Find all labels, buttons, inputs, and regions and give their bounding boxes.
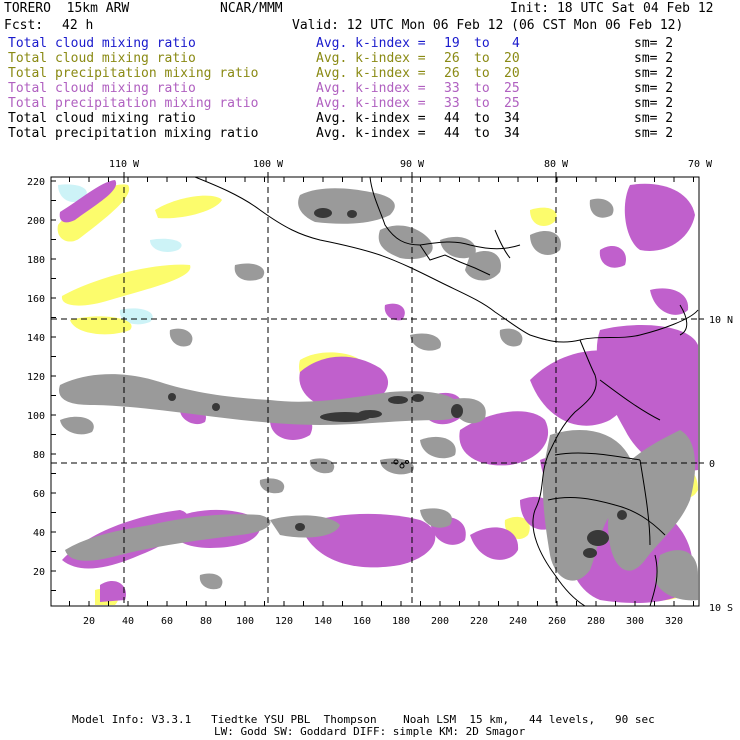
- legend-kindex: Avg. k-index =: [316, 51, 426, 66]
- galapagos-islands: [393, 459, 409, 469]
- legend-lo: 20: [504, 51, 520, 66]
- legend-lo: 25: [504, 81, 520, 96]
- grid-index-label: 120: [275, 616, 293, 627]
- grid-index-label: 120: [27, 372, 45, 383]
- legend-sm: sm= 2: [634, 36, 674, 51]
- legend-kindex: Avg. k-index =: [316, 66, 426, 81]
- lat-label: 10 S: [709, 603, 733, 614]
- grid-index-label: 20: [33, 567, 45, 578]
- lat-label: 10 N: [709, 315, 733, 326]
- legend-kindex: Avg. k-index =: [316, 96, 426, 111]
- forecast-label: Fcst:: [4, 18, 44, 33]
- grid-index-label: 260: [548, 616, 566, 627]
- legend-sm: sm= 2: [634, 111, 674, 126]
- legend-sm: sm= 2: [634, 66, 674, 81]
- model-info-line2: LW: Godd SW: Goddard DIFF: simple KM: 2D…: [214, 725, 526, 738]
- forecast-hours: 42 h: [62, 18, 94, 33]
- grid-index-label: 160: [353, 616, 371, 627]
- legend-field: Total cloud mixing ratio: [8, 36, 196, 51]
- legend-field: Total precipitation mixing ratio: [8, 66, 259, 81]
- init-time: Init: 18 UTC Sat 04 Feb 12: [510, 1, 714, 16]
- legend-sm: sm= 2: [634, 126, 674, 141]
- grid-index-label: 20: [83, 616, 95, 627]
- model-info-line1: Model Info: V3.3.1 Tiedtke YSU PBL Thomp…: [72, 713, 655, 726]
- legend-hi: 19: [444, 36, 460, 51]
- valid-time: Valid: 12 UTC Mon 06 Feb 12 (06 CST Mon …: [292, 18, 684, 33]
- grid-index-label: 240: [509, 616, 527, 627]
- grid-index-label: 60: [161, 616, 173, 627]
- legend-kindex: Avg. k-index =: [316, 81, 426, 96]
- grid-index-label: 220: [470, 616, 488, 627]
- grid-index-label: 180: [27, 255, 45, 266]
- grid-index-label: 200: [431, 616, 449, 627]
- legend-lo: 34: [504, 111, 520, 126]
- legend-kindex: Avg. k-index =: [316, 111, 426, 126]
- grid-index-label: 100: [27, 411, 45, 422]
- grid-index-label: 80: [200, 616, 212, 627]
- grid-index-label: 40: [33, 528, 45, 539]
- lon-label: 70 W: [688, 159, 713, 170]
- legend-hi: 26: [444, 51, 460, 66]
- grid-index-label: 300: [626, 616, 644, 627]
- legend-to: to: [474, 66, 490, 81]
- dark-cloud-cores: [168, 208, 627, 558]
- legend-lo: 25: [504, 96, 520, 111]
- legend-to: to: [474, 126, 490, 141]
- legend-hi: 44: [444, 126, 460, 141]
- legend-field: Total cloud mixing ratio: [8, 51, 196, 66]
- grid-index-label: 140: [314, 616, 332, 627]
- lat-label: 0: [709, 459, 715, 470]
- legend-lo: 34: [504, 126, 520, 141]
- grid-index-label: 180: [392, 616, 410, 627]
- coastlines: [194, 177, 699, 606]
- lon-label: 90 W: [400, 159, 425, 170]
- grid-index-label: 160: [27, 294, 45, 305]
- legend-kindex: Avg. k-index =: [316, 126, 426, 141]
- left-tick-labels: 220 200 180 160 140 120 100 80 60 40 20: [27, 177, 45, 578]
- grid-index-label: 40: [122, 616, 134, 627]
- legend-sm: sm= 2: [634, 51, 674, 66]
- grid-index-label: 200: [27, 216, 45, 227]
- grid-index-label: 80: [33, 450, 45, 461]
- grid-index-label: 280: [587, 616, 605, 627]
- legend-field: Total precipitation mixing ratio: [8, 96, 259, 111]
- legend-hi: 33: [444, 96, 460, 111]
- grid-index-label: 220: [27, 177, 45, 188]
- lon-label: 80 W: [544, 159, 569, 170]
- legend-lo: 4: [512, 36, 520, 51]
- legend-sm: sm= 2: [634, 81, 674, 96]
- grid-index-label: 100: [236, 616, 254, 627]
- legend-lo: 20: [504, 66, 520, 81]
- legend-kindex: Avg. k-index =: [316, 36, 426, 51]
- map-frame: [50, 176, 700, 607]
- legend-sm: sm= 2: [634, 96, 674, 111]
- top-tick-labels: 110 W 100 W 90 W 80 W 70 W: [109, 159, 713, 170]
- legend-field: Total cloud mixing ratio: [8, 111, 196, 126]
- legend-to: to: [474, 51, 490, 66]
- cyan-cloud-regions: [58, 184, 182, 325]
- legend-to: to: [474, 36, 490, 51]
- legend-hi: 33: [444, 81, 460, 96]
- lon-label: 100 W: [253, 159, 284, 170]
- grid-index-label: 60: [33, 489, 45, 500]
- tick-marks: [51, 172, 704, 606]
- grid-lines: [51, 177, 699, 606]
- legend-field: Total cloud mixing ratio: [8, 81, 196, 96]
- lon-label: 110 W: [109, 159, 140, 170]
- map-field-layer: [57, 177, 699, 606]
- legend-hi: 26: [444, 66, 460, 81]
- legend-to: to: [474, 96, 490, 111]
- legend-field: Total precipitation mixing ratio: [8, 126, 259, 141]
- organization-label: NCAR/MMM: [220, 1, 283, 16]
- model-title: TORERO 15km ARW: [4, 1, 130, 16]
- right-tick-labels: 10 N 0 10 S: [709, 315, 733, 614]
- grid-index-label: 320: [665, 616, 683, 627]
- legend-to: to: [474, 111, 490, 126]
- legend-hi: 44: [444, 111, 460, 126]
- bottom-tick-labels: 20 40 60 80 100 120 140 160 180 200 220 …: [83, 616, 683, 627]
- grid-index-label: 140: [27, 333, 45, 344]
- legend-to: to: [474, 81, 490, 96]
